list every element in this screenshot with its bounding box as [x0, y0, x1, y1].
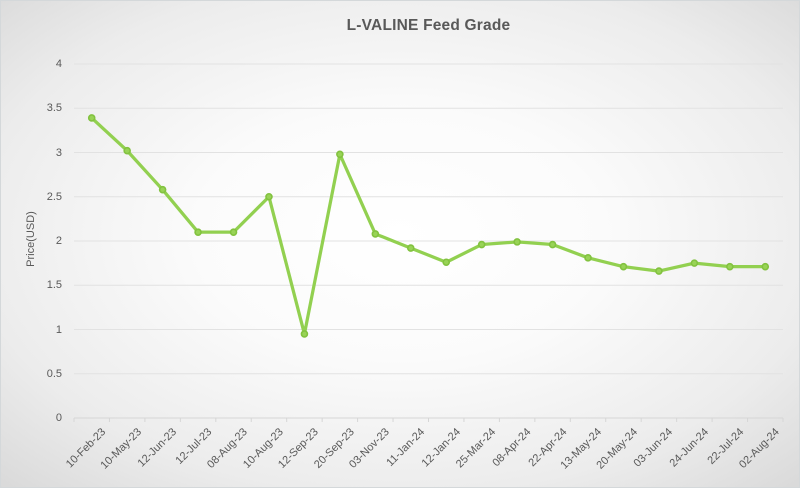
data-point-marker — [406, 244, 415, 252]
data-point-marker — [761, 262, 770, 271]
data-point-marker — [123, 146, 131, 155]
y-tick-label: 1 — [55, 323, 62, 336]
data-point-marker — [336, 150, 344, 159]
y-tick-label: 2.5 — [46, 190, 62, 203]
data-point-marker — [655, 267, 663, 275]
y-tick-label: 3.5 — [46, 102, 62, 115]
y-tick-label: 0.5 — [46, 367, 62, 380]
y-tick-label: 2 — [55, 235, 62, 247]
data-point-marker — [442, 258, 451, 267]
series-line — [90, 116, 767, 336]
data-point-marker — [371, 230, 380, 238]
y-tick-label: 4 — [55, 58, 62, 70]
data-point-marker — [619, 262, 628, 271]
y-tick-label: 0 — [55, 412, 62, 424]
data-point-marker — [265, 192, 273, 201]
data-point-marker — [513, 238, 521, 246]
data-point-marker — [300, 330, 309, 338]
data-point-marker — [477, 240, 486, 249]
data-point-marker — [87, 114, 96, 122]
data-point-marker — [726, 262, 734, 271]
data-point-marker — [229, 228, 238, 236]
data-point-marker — [194, 228, 202, 236]
data-point-marker — [584, 254, 592, 262]
y-tick-label: 1.5 — [46, 279, 62, 292]
chart-title: L-VALINE Feed Grade — [346, 17, 511, 34]
data-point-marker — [548, 240, 557, 249]
data-point-marker — [690, 259, 699, 267]
data-point-marker — [158, 185, 167, 194]
y-tick-label: 3 — [55, 146, 62, 159]
